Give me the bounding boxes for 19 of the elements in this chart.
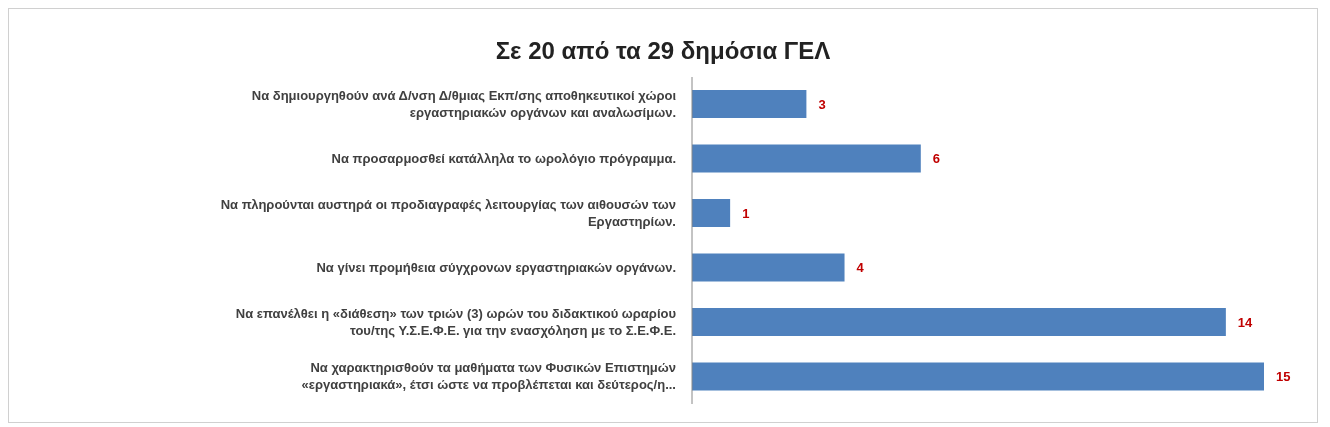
data-label: 3 — [818, 96, 826, 112]
bar — [692, 362, 1264, 391]
data-label: 6 — [932, 151, 941, 167]
bar — [692, 199, 731, 227]
y-tick-label: Να γίνει προμήθεια σύγχρονων εργαστηριακών οργάνων. — [316, 259, 676, 275]
y-tick-label: Να πληρούνται αυστηρά οι προδιαγραφές λειτουργίας των αιθουσών των Εργαστηρίων. — [220, 196, 676, 229]
chart-title: Σε 20 από τα 29 δημόσια ΓΕΛ — [494, 37, 832, 66]
y-tick-label: Να προσαρμοσθεί κατάλληλα το ωρολόγιο πρόγραμμα. — [331, 150, 676, 166]
y-tick-label: Να χαρακτηρισθούν τα μαθήματα των Φυσικών Επιστημών «εργαστηριακά», έτσι ώστε να προβλέπεται και δεύτερος/η... — [301, 360, 676, 393]
bar — [692, 90, 807, 118]
data-label: 1 — [742, 205, 750, 221]
data-label: 14 — [1237, 314, 1254, 330]
bar — [692, 144, 921, 173]
data-label: 15 — [1276, 369, 1291, 385]
y-tick-label: Να δημιουργηθούν ανά Δ/νση Δ/θμιας Εκπ/σης αποθηκευτικοί χώροι εργαστηριακών οργάνων και αναλωσίμων. — [251, 87, 677, 120]
bar — [692, 253, 845, 282]
bar — [692, 308, 1226, 336]
data-label: 4 — [856, 260, 865, 276]
y-tick-label: Να επανέλθει η «διάθεση» των τριών (3) ωρών του διδακτικού ωραρίου του/της Υ.Σ.Ε.Φ.Ε. για την ενασχόληση με το Σ.Ε.Φ.Ε. — [235, 305, 677, 338]
